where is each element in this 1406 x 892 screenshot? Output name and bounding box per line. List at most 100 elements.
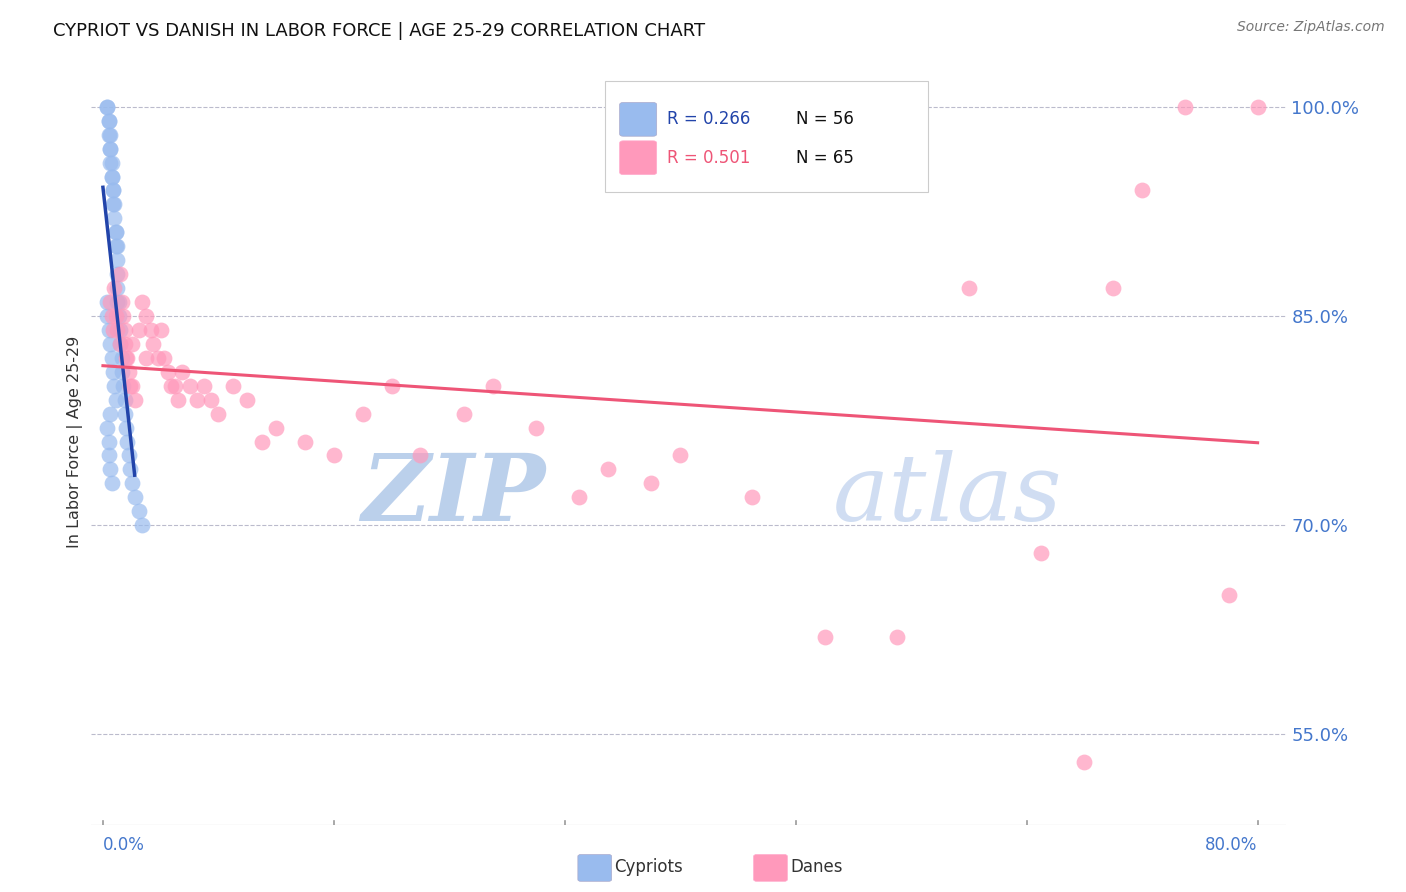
Point: [111, 351, 134, 365]
Point: [98, 337, 121, 351]
Text: R = 0.501: R = 0.501: [668, 149, 751, 167]
Point: [193, 378, 215, 392]
Point: [207, 407, 229, 421]
Point: [186, 392, 208, 407]
Point: [96, 420, 118, 434]
Point: [103, 197, 125, 211]
FancyBboxPatch shape: [620, 103, 657, 136]
Point: [1174, 100, 1197, 114]
Point: [104, 392, 127, 407]
Point: [110, 267, 132, 281]
Point: [124, 392, 146, 407]
Point: [96, 309, 118, 323]
Point: [110, 323, 132, 337]
Y-axis label: In Labor Force | Age 25-29: In Labor Force | Age 25-29: [67, 335, 83, 548]
Point: [100, 476, 122, 491]
Point: [159, 378, 181, 392]
Point: [167, 392, 190, 407]
Point: [108, 295, 131, 310]
Point: [139, 323, 162, 337]
Point: [104, 225, 127, 239]
Point: [103, 378, 125, 392]
Point: [114, 407, 136, 421]
Point: [156, 365, 179, 379]
Point: [200, 392, 222, 407]
Point: [172, 365, 194, 379]
Point: [118, 449, 141, 463]
Point: [481, 378, 503, 392]
Point: [121, 337, 143, 351]
Point: [100, 351, 122, 365]
Point: [97, 113, 120, 128]
Point: [524, 420, 547, 434]
Point: [236, 392, 259, 407]
Point: [103, 211, 125, 226]
Point: [741, 491, 763, 505]
Point: [114, 323, 136, 337]
Point: [322, 449, 344, 463]
Point: [110, 337, 132, 351]
Text: ZIP: ZIP: [361, 450, 546, 541]
Point: [115, 420, 138, 434]
Point: [112, 309, 135, 323]
Point: [222, 378, 245, 392]
Point: [98, 128, 121, 142]
Point: [135, 351, 157, 365]
Point: [1246, 100, 1268, 114]
Point: [131, 518, 153, 533]
Point: [1130, 184, 1153, 198]
Text: 80.0%: 80.0%: [1205, 837, 1257, 855]
Point: [98, 295, 121, 310]
Point: [104, 225, 127, 239]
Point: [957, 281, 980, 295]
Point: [149, 323, 172, 337]
Point: [97, 113, 120, 128]
Point: [568, 491, 591, 505]
Text: 0.0%: 0.0%: [103, 837, 145, 855]
Point: [98, 142, 121, 156]
Point: [152, 351, 174, 365]
Point: [381, 378, 404, 392]
Point: [117, 351, 139, 365]
Point: [114, 392, 136, 407]
Point: [1218, 588, 1240, 602]
Point: [165, 378, 187, 392]
Text: atlas: atlas: [832, 450, 1062, 541]
Point: [121, 476, 143, 491]
Point: [179, 378, 201, 392]
Point: [110, 337, 132, 351]
Point: [105, 253, 128, 268]
Point: [111, 295, 134, 310]
Point: [100, 309, 122, 323]
Point: [886, 630, 908, 644]
Text: Source: ZipAtlas.com: Source: ZipAtlas.com: [1237, 20, 1385, 34]
Point: [103, 281, 125, 295]
Point: [97, 449, 120, 463]
Point: [96, 295, 118, 310]
Point: [1073, 756, 1095, 770]
Point: [105, 295, 128, 310]
Point: [111, 365, 134, 379]
Point: [124, 491, 146, 505]
Point: [98, 462, 121, 476]
FancyBboxPatch shape: [605, 81, 928, 193]
Point: [97, 128, 120, 142]
Point: [96, 100, 118, 114]
Text: Cypriots: Cypriots: [614, 858, 683, 876]
Point: [409, 449, 432, 463]
Point: [264, 420, 287, 434]
Point: [98, 142, 121, 156]
Point: [117, 434, 139, 449]
Point: [101, 197, 124, 211]
Point: [352, 407, 374, 421]
Point: [105, 323, 128, 337]
Point: [97, 434, 120, 449]
Point: [104, 239, 127, 253]
Point: [813, 630, 835, 644]
Point: [131, 295, 153, 310]
Point: [146, 351, 169, 365]
Point: [100, 155, 122, 169]
Point: [97, 323, 120, 337]
Point: [101, 323, 124, 337]
Point: [96, 100, 118, 114]
